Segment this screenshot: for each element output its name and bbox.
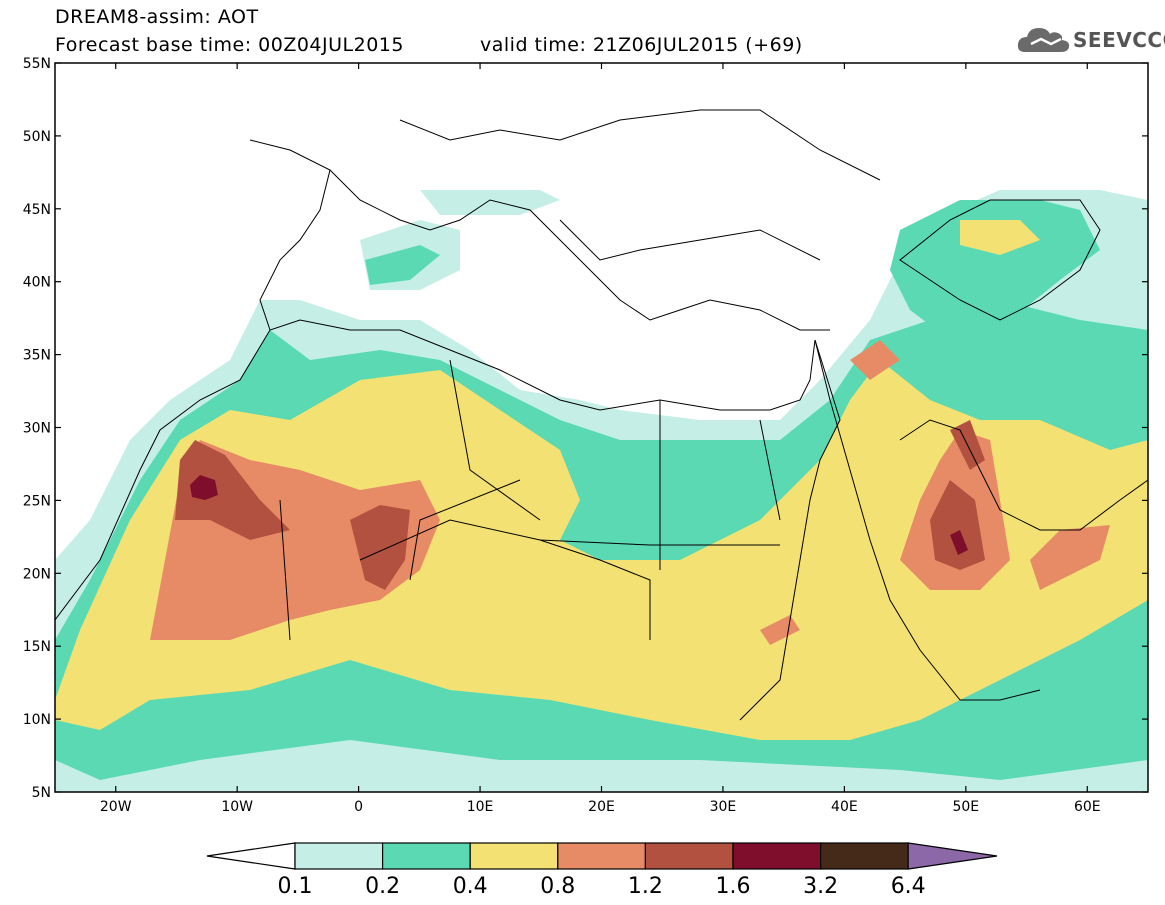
colorbar-swatch	[294, 842, 384, 870]
logo-text: SEEVCCC	[1073, 28, 1165, 52]
lat-tick-label: 25N	[23, 493, 51, 509]
lon-tick-label: 20W	[100, 799, 132, 815]
colorbar-swatch	[557, 842, 646, 870]
colorbar-label: 0.1	[278, 874, 313, 899]
lon-tick-label: 0	[354, 799, 363, 815]
lat-tick-label: 30N	[23, 421, 51, 437]
aot-field	[55, 63, 1148, 792]
colorbar-under	[206, 842, 296, 870]
colorbar-swatch	[644, 842, 734, 870]
longitude-axis: 20W 10W 0 10E 20E 30E 40E 50E 60E	[100, 63, 1101, 815]
coastlines	[55, 109, 1148, 721]
colorbar-swatch	[469, 842, 559, 870]
lat-tick-label: 5N	[32, 785, 51, 801]
forecast-base-time: Forecast base time: 00Z04JUL2015	[55, 34, 404, 56]
colorbar-swatch	[732, 842, 822, 870]
colorbar-label: 0.2	[365, 874, 400, 899]
lon-tick-label: 10W	[221, 799, 253, 815]
lat-tick-label: 50N	[23, 129, 51, 145]
lat-tick-label: 35N	[23, 348, 51, 364]
valid-time: valid time: 21Z06JUL2015 (+69)	[480, 34, 803, 56]
lon-tick-label: 10E	[467, 799, 494, 815]
colorbar-label: 1.6	[716, 874, 751, 899]
colorbar: 0.1 0.2 0.4 0.8 1.2 1.6 3.2 6.4	[206, 842, 998, 899]
lat-tick-label: 20N	[23, 566, 51, 582]
colorbar-swatch	[819, 842, 909, 870]
colorbar-label: 0.8	[540, 874, 575, 899]
seevccc-logo: SEEVCCC	[1017, 22, 1165, 58]
lon-tick-label: 60E	[1074, 799, 1101, 815]
colorbar-swatch	[382, 842, 471, 870]
colorbar-label: 3.2	[803, 874, 838, 899]
colorbar-label: 6.4	[891, 874, 926, 899]
lat-tick-label: 40N	[23, 275, 51, 291]
lat-tick-label: 10N	[23, 712, 51, 728]
colorbar-label: 1.2	[628, 874, 663, 899]
colorbar-label: 0.4	[453, 874, 488, 899]
lat-tick-label: 15N	[23, 639, 51, 655]
lon-tick-label: 30E	[710, 799, 737, 815]
colorbar-over	[907, 842, 998, 870]
lat-tick-label: 45N	[23, 202, 51, 218]
lon-tick-label: 40E	[831, 799, 858, 815]
lon-tick-label: 50E	[952, 799, 979, 815]
lon-tick-label: 20E	[588, 799, 615, 815]
cloud-icon	[1017, 28, 1070, 52]
lat-tick-label: 55N	[23, 56, 51, 72]
latitude-axis: 55N 50N 45N 40N 35N 30N 25N 20N 15N 10N 5N	[23, 56, 1148, 801]
map-title: DREAM8-assim: AOT	[55, 6, 259, 28]
